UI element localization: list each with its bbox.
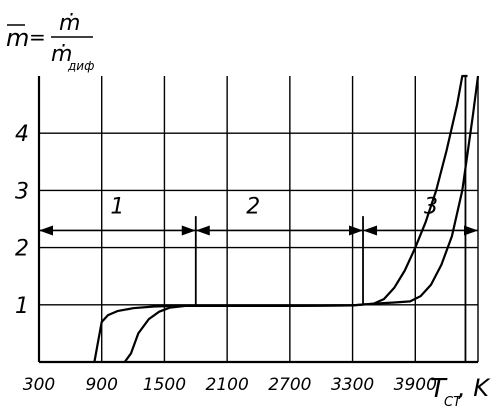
y-axis-title: m = ṁ ṁ диф — [6, 11, 94, 73]
x-tick-label-1: 900 — [85, 375, 117, 395]
x-tick-label-6: 3900 — [394, 375, 437, 395]
y-title-equals: = — [29, 25, 46, 49]
region-arrow-end-1 — [181, 225, 196, 236]
y-tick-label-0: 1 — [15, 294, 29, 319]
x-axis-title: T CT , K — [430, 374, 491, 410]
x-tick-labels: 300 900 1500 2100 2700 3300 3900 — [23, 375, 437, 395]
x-tick-label-5: 3300 — [331, 375, 374, 395]
y-tick-label-2: 3 — [15, 179, 29, 204]
series-lines — [93, 74, 480, 363]
region-arrow-start-2 — [195, 225, 210, 236]
x-tick-label-0: 300 — [23, 375, 55, 395]
x-tick-label-2: 1500 — [143, 375, 186, 395]
region-arrow-end-3 — [464, 225, 478, 236]
x-title-unit: , K — [458, 374, 491, 402]
region-label-1: 1 — [110, 194, 124, 219]
y-title-denominator: ṁ — [51, 42, 72, 67]
plot-frame — [37, 76, 479, 364]
y-tick-label-1: 2 — [15, 237, 29, 262]
x-tick-label-3: 2100 — [206, 375, 249, 395]
series-line-2 — [123, 75, 480, 363]
region-label-2: 2 — [246, 194, 260, 219]
region-arrow-start-1 — [39, 225, 53, 236]
y-tick-label-3: 4 — [15, 122, 29, 147]
x-tick-label-4: 2700 — [268, 375, 311, 395]
x-title-subscript: CT — [444, 395, 462, 410]
region-arrow-end-2 — [349, 225, 364, 236]
y-title-numerator: ṁ — [59, 11, 80, 36]
y-title-denominator-subscript: диф — [67, 59, 94, 73]
y-tick-labels: 1 2 3 4 — [15, 122, 29, 319]
x-title-symbol: T — [430, 374, 448, 404]
y-title-lhs: m — [6, 24, 29, 52]
region-arrow-start-3 — [363, 225, 378, 236]
